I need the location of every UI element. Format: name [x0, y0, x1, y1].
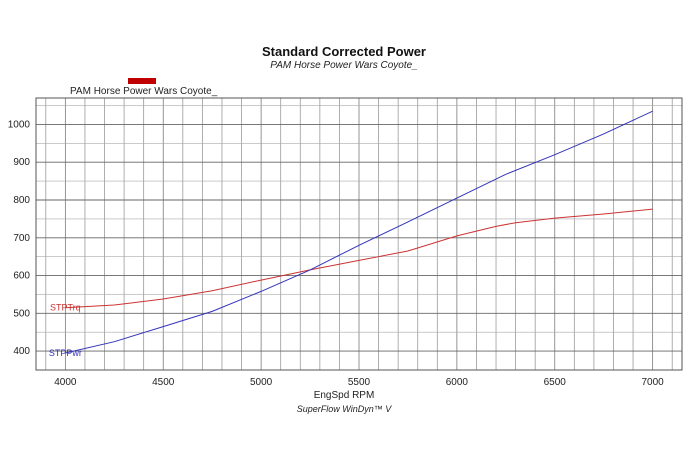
chart-subtitle: PAM Horse Power Wars Coyote_	[270, 60, 418, 71]
legend-label: PAM Horse Power Wars Coyote_	[70, 86, 218, 97]
x-axis-label: EngSpd RPM	[314, 390, 375, 401]
y-tick-label: 1000	[8, 119, 31, 130]
x-tick-label: 7000	[642, 377, 665, 388]
series-line-stppwr	[65, 110, 653, 354]
y-tick-label: 400	[13, 346, 30, 357]
x-tick-label: 6500	[544, 377, 567, 388]
y-tick-label: 600	[13, 271, 30, 282]
x-tick-label: 4500	[152, 377, 175, 388]
x-tick-label: 6000	[446, 377, 469, 388]
series-line-stptrq	[65, 208, 653, 309]
axes	[35, 97, 683, 371]
legend-swatch	[128, 78, 156, 84]
y-tick-label: 800	[13, 195, 30, 206]
y-tick-label: 500	[13, 308, 30, 319]
x-tick-label: 5500	[348, 377, 371, 388]
footer-text: SuperFlow WinDyn™ V	[296, 404, 392, 414]
y-tick-label: 700	[13, 233, 30, 244]
series-lines	[65, 110, 653, 354]
y-tick-label: 900	[13, 157, 30, 168]
x-tick-label: 4000	[54, 377, 77, 388]
series-label-stppwr: STPPwr	[49, 348, 82, 358]
tick-labels: 400 500 600 700 800 900 1000 4000 4500 5000 5500 60…	[8, 119, 664, 388]
x-tick-label: 5000	[250, 377, 273, 388]
series-label-stptrq: STPTrq	[50, 303, 81, 313]
plot-frame	[35, 97, 683, 371]
chart-title: Standard Corrected Power	[262, 44, 426, 59]
grid	[36, 98, 682, 370]
